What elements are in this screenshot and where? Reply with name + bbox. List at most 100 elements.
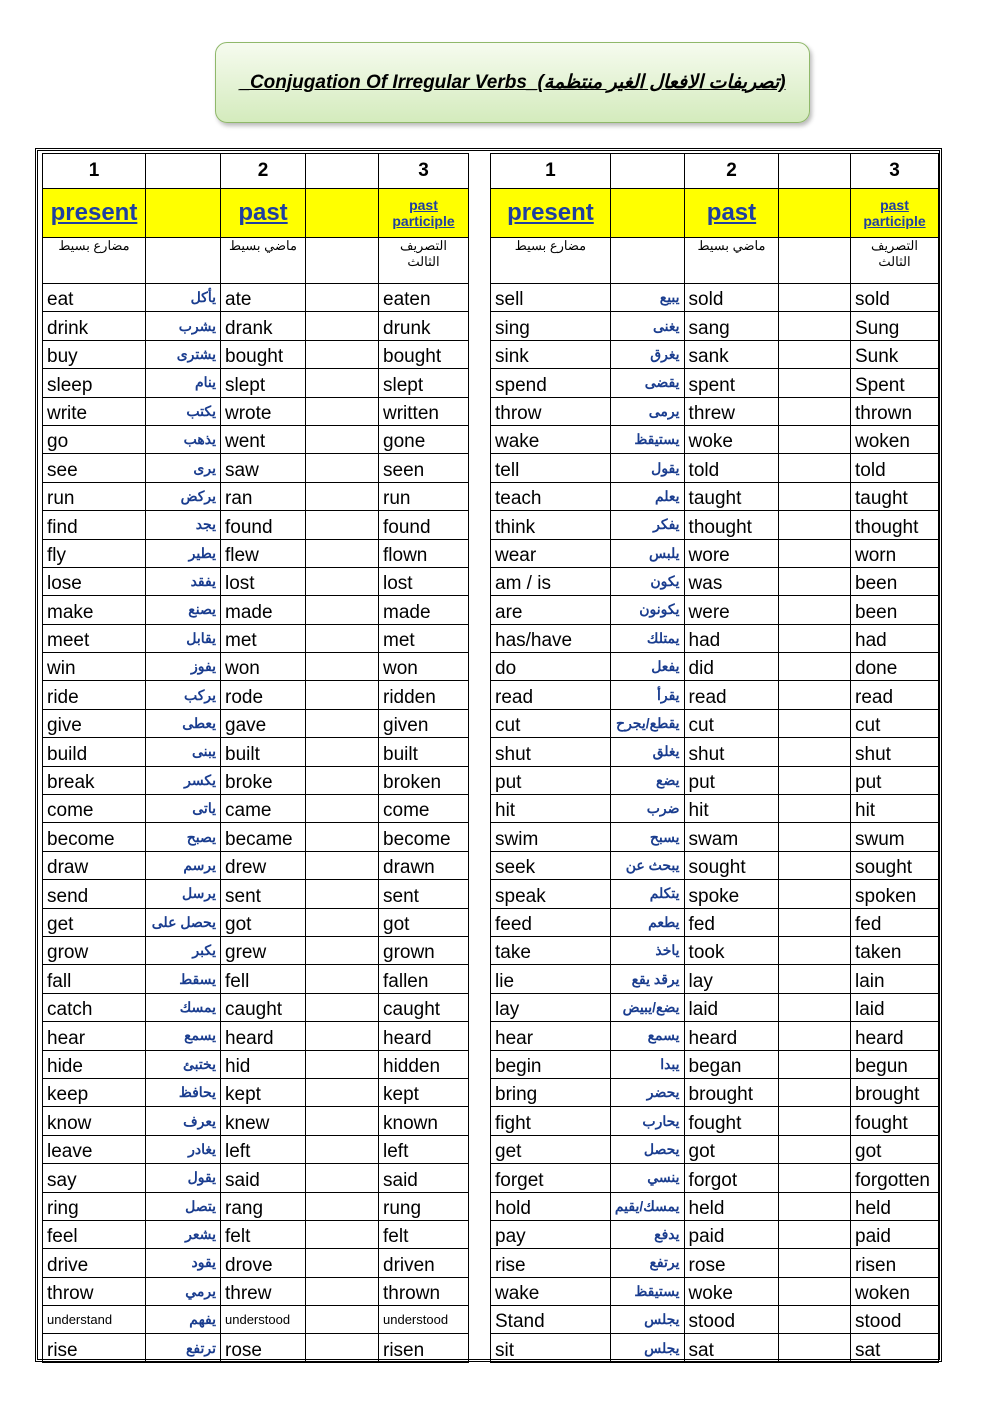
table-row: lose يفقد lost lost: [42, 566, 469, 597]
present: rise: [42, 1333, 146, 1363]
empty-cell: [305, 765, 379, 796]
present: put: [490, 765, 611, 796]
arabic-meaning: يجد: [145, 510, 221, 540]
table-row: throw يرمى threw thrown: [490, 396, 939, 426]
present: feed: [490, 907, 611, 937]
empty-cell: [305, 595, 379, 625]
table-row: wake يستيقظ woke woken: [490, 1276, 939, 1307]
arabic-meaning: يجلس: [609, 1305, 685, 1335]
past: took: [683, 935, 780, 966]
past: caught: [220, 992, 306, 1023]
past-participle: said: [378, 1163, 469, 1193]
past-participle: slept: [378, 368, 469, 398]
past: was: [683, 566, 780, 597]
table-row: become يصبح became become: [42, 822, 469, 852]
column-label-arabic: التصريف الثالث: [378, 237, 469, 284]
past-participle: read: [850, 680, 939, 710]
past-participle: swum: [850, 822, 939, 852]
empty-cell: [778, 765, 851, 796]
present: leave: [42, 1134, 146, 1165]
table-row: hide يختبئ hid hidden: [42, 1049, 469, 1079]
arabic-meaning: يحضر: [609, 1077, 685, 1108]
past-participle: eaten: [378, 282, 469, 313]
past-participle: broken: [378, 765, 469, 796]
past-participle: become: [378, 822, 469, 852]
empty-cell: [305, 311, 379, 341]
present: rise: [490, 1248, 611, 1278]
left-table: 1 2 3 present past past participle مضارع بسيط م…: [42, 153, 469, 1363]
past-participle: paid: [850, 1219, 939, 1250]
past: thought: [683, 510, 780, 540]
arabic-meaning: يذهب: [145, 424, 221, 455]
verb-table: 1 2 3 present past past participle مضارع بسيط م…: [35, 148, 942, 1363]
empty-cell: [778, 1077, 851, 1108]
present: lay: [490, 992, 611, 1023]
present: run: [42, 481, 146, 512]
empty-cell: [305, 510, 379, 540]
arabic-meaning: يضع/يبيض: [609, 992, 685, 1023]
past: slept: [220, 368, 306, 398]
present: forget: [490, 1163, 611, 1193]
table-row: bring يحضر brought brought: [490, 1077, 939, 1108]
arabic-meaning: ترتفع: [145, 1333, 221, 1363]
empty-cell: [778, 1333, 851, 1363]
empty-cell: [305, 1333, 379, 1363]
table-row: pay يدفع paid paid: [490, 1219, 939, 1250]
present: eat: [42, 282, 146, 313]
table-row: break يكسر broke broken: [42, 765, 469, 796]
arabic-meaning: يبنى: [145, 737, 221, 767]
present: buy: [42, 339, 146, 370]
past: rang: [220, 1191, 306, 1221]
table-row: hit ضرب hit hit: [490, 794, 939, 824]
past: lay: [683, 964, 780, 994]
table-row: swim يسبح swam swum: [490, 822, 939, 852]
present: sink: [490, 339, 611, 370]
column-number: 3: [378, 153, 469, 189]
past-participle: seen: [378, 453, 469, 483]
empty-cell: [305, 623, 379, 654]
past-participle: heard: [378, 1021, 469, 1051]
empty-cell: [305, 1163, 379, 1193]
past-participle: ridden: [378, 680, 469, 710]
empty-cell: [305, 188, 379, 238]
arabic-meaning: يبيع: [609, 282, 685, 313]
arabic-meaning: يرى: [145, 453, 221, 483]
table-row: hold يمسك/يقيم held held: [490, 1191, 939, 1221]
past-participle: forgotten: [850, 1163, 939, 1193]
table-row: leave يغادر left left: [42, 1134, 469, 1165]
table-row: take ياخذ took taken: [490, 935, 939, 966]
empty-cell: [305, 282, 379, 313]
arabic-meaning: يقود: [145, 1248, 221, 1278]
table-row: buy يشترى bought bought: [42, 339, 469, 370]
past: knew: [220, 1106, 306, 1136]
column-label: present: [490, 188, 611, 238]
arabic-meaning: يغادر: [145, 1134, 221, 1165]
past-participle: got: [850, 1134, 939, 1165]
arabic-meaning: يقرأ: [609, 680, 685, 710]
column-label-arabic: ماضي بسيط: [220, 237, 306, 284]
empty-cell: [305, 879, 379, 909]
arabic-meaning: يدفع: [609, 1219, 685, 1250]
past-participle: stood: [850, 1305, 939, 1335]
arabic-meaning: يفوز: [145, 652, 221, 682]
arabic-meaning: يرقد يقع: [609, 964, 685, 994]
empty-cell: [778, 538, 851, 568]
past-participle: had: [850, 623, 939, 654]
present: hear: [42, 1021, 146, 1051]
table-row: 1 2 3: [42, 153, 469, 189]
table-row: shut يغلق shut shut: [490, 737, 939, 767]
empty-cell: [145, 237, 221, 284]
arabic-meaning: يسبح: [609, 822, 685, 852]
arabic-meaning: يشترى: [145, 339, 221, 370]
past: came: [220, 794, 306, 824]
past: put: [683, 765, 780, 796]
column-label: past participle: [378, 188, 469, 238]
arabic-meaning: ياتى: [145, 794, 221, 824]
table-row: give يعطى gave given: [42, 708, 469, 739]
empty-cell: [778, 1134, 851, 1165]
past-participle: Sung: [850, 311, 939, 341]
table-row: rise ترتفع rose risen: [42, 1333, 469, 1363]
present: sleep: [42, 368, 146, 398]
table-row: forget ينسي forgot forgotten: [490, 1163, 939, 1193]
